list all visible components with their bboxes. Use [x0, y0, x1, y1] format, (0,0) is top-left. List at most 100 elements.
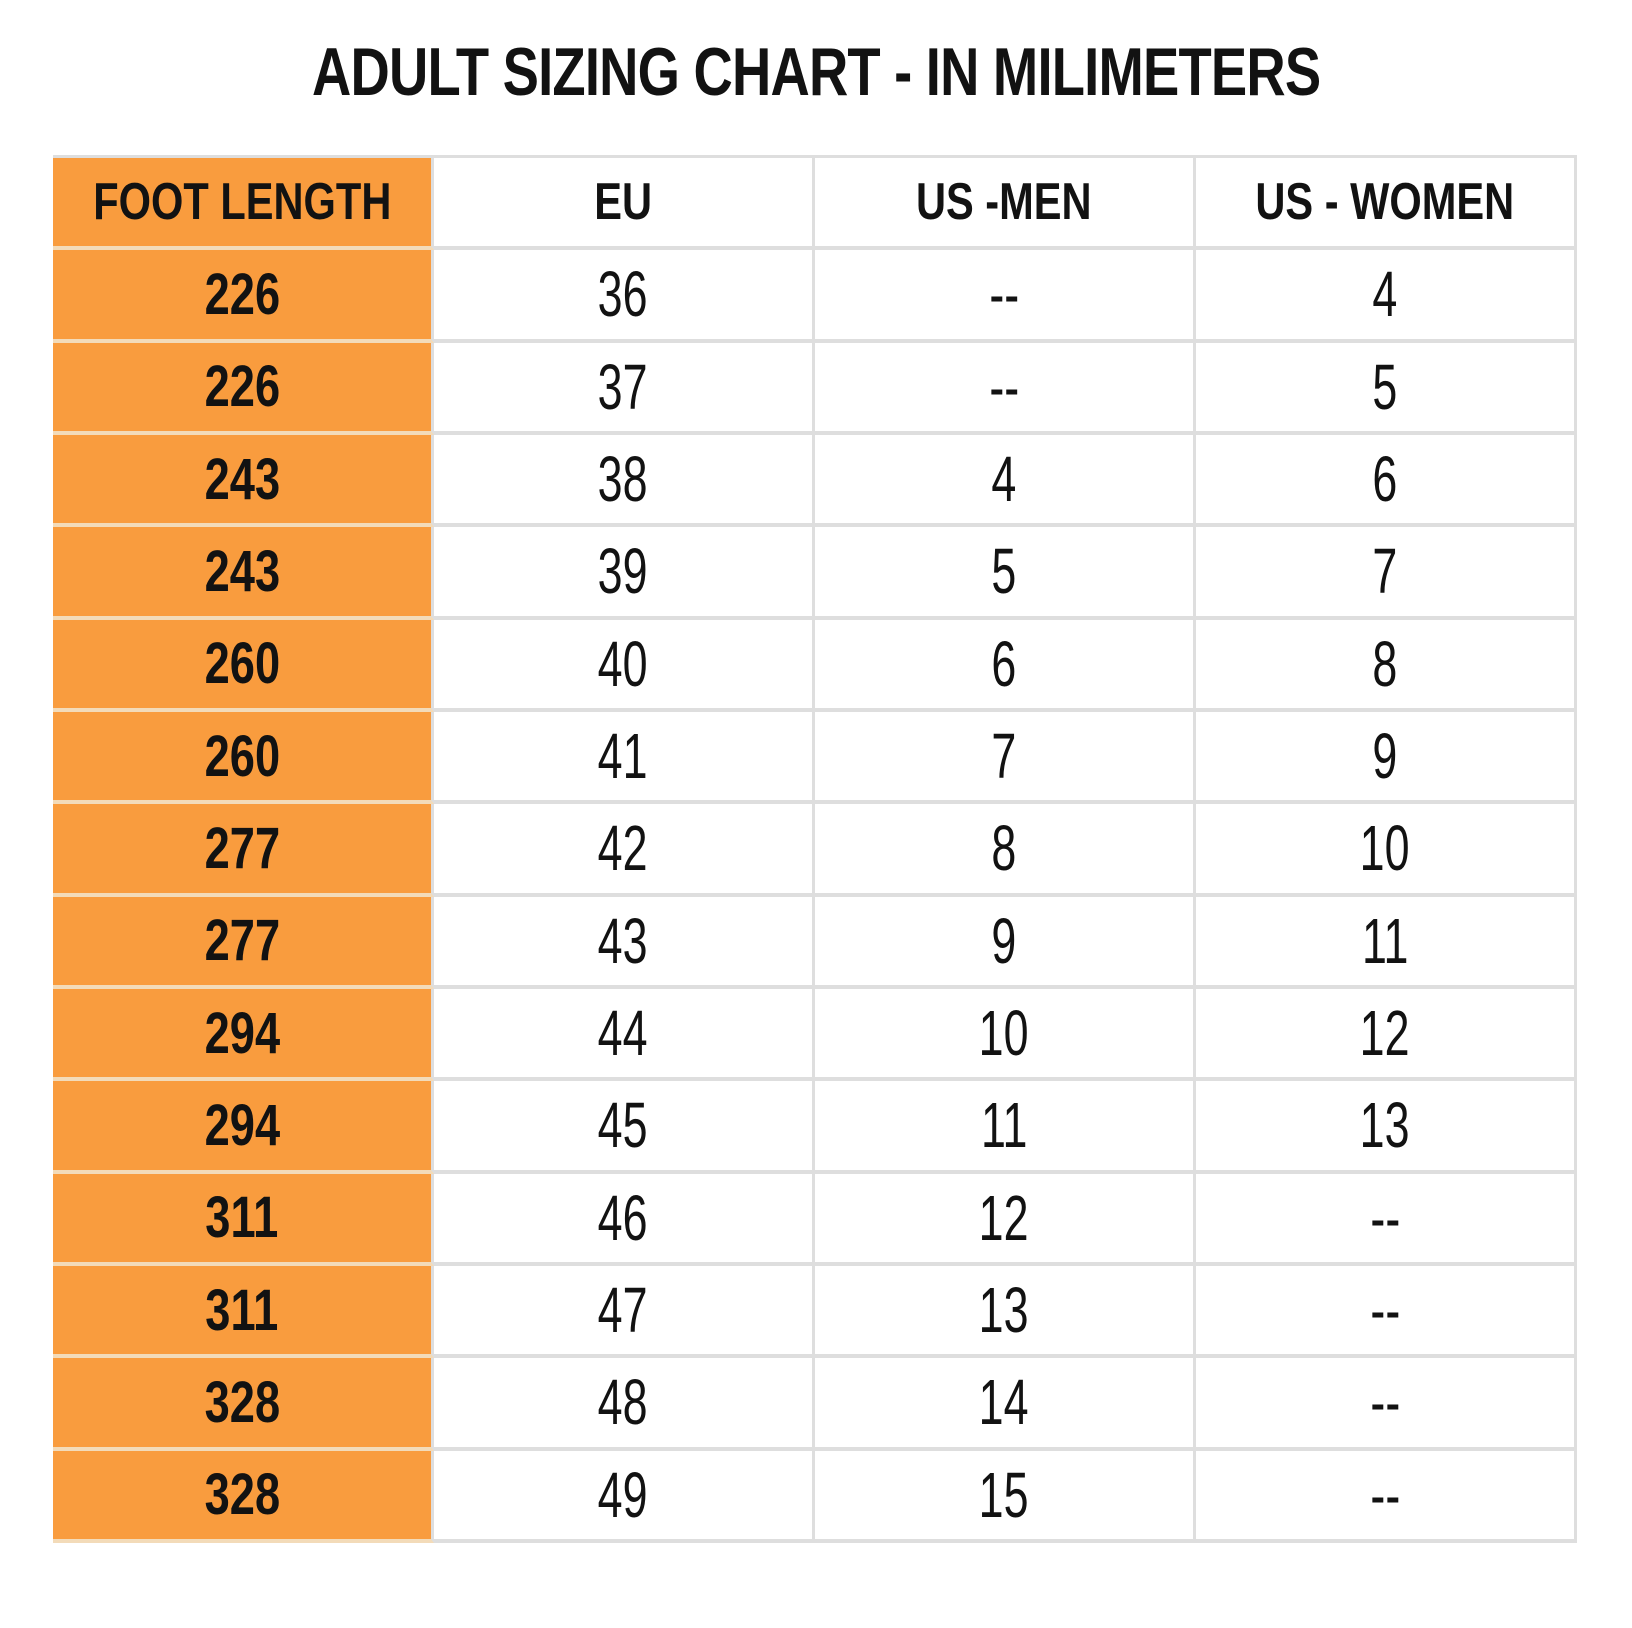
cell-value: 277 [204, 908, 280, 974]
cell-us-men: 14 [815, 1358, 1196, 1451]
cell-value: 10 [979, 997, 1029, 1070]
cell-us-men: 8 [815, 804, 1196, 897]
cell-us-men: 15 [815, 1450, 1196, 1543]
cell-us-women: 11 [1196, 896, 1577, 989]
cell-value: 226 [204, 261, 280, 327]
header-cell-foot-length: FOOT LENGTH [53, 158, 434, 251]
cell-value: 5 [1372, 350, 1398, 423]
sizing-table: FOOT LENGTH EU US -MEN US - WOMEN 226 36 -… [53, 155, 1577, 1543]
cell-value: 4 [1372, 258, 1398, 331]
cell-value: -- [1370, 1181, 1400, 1254]
header-cell-us-men: US -MEN [815, 158, 1196, 251]
cell-value: 12 [1360, 997, 1410, 1070]
table-row: 260 41 7 9 [53, 711, 1577, 805]
cell-eu: 41 [434, 711, 815, 805]
table-row: 294 45 11 13 [53, 1081, 1577, 1174]
page-title: ADULT SIZING CHART - IN MILIMETERS [0, 38, 1632, 106]
table-row: 226 37 -- 5 [53, 342, 1577, 435]
cell-value: 260 [204, 723, 280, 789]
cell-us-men: 12 [815, 1173, 1196, 1266]
cell-value: 328 [204, 1369, 280, 1435]
cell-value: 226 [204, 354, 280, 420]
cell-foot-length: 328 [53, 1358, 434, 1451]
cell-value: 39 [598, 535, 648, 608]
cell-value: 9 [1372, 720, 1398, 793]
cell-value: 5 [991, 535, 1017, 608]
cell-us-men: 10 [815, 988, 1196, 1082]
cell-us-women: -- [1196, 1450, 1577, 1543]
cell-us-men: 6 [815, 619, 1196, 712]
table-row: 311 46 12 -- [53, 1173, 1577, 1266]
cell-us-women: 13 [1196, 1081, 1577, 1174]
cell-value: 6 [1372, 443, 1398, 516]
cell-value: -- [1370, 1458, 1400, 1531]
header-label: US - WOMEN [1255, 173, 1515, 232]
cell-value: -- [1370, 1366, 1400, 1439]
cell-eu: 37 [434, 342, 815, 435]
cell-value: 10 [1360, 812, 1410, 885]
cell-us-women: 9 [1196, 711, 1577, 805]
cell-eu: 38 [434, 434, 815, 528]
cell-eu: 44 [434, 988, 815, 1082]
cell-value: 11 [1361, 904, 1409, 977]
cell-us-men: 9 [815, 896, 1196, 989]
cell-value: -- [989, 350, 1019, 423]
cell-foot-length: 260 [53, 711, 434, 805]
cell-foot-length: 294 [53, 988, 434, 1082]
table-row: 328 48 14 -- [53, 1358, 1577, 1451]
cell-value: 13 [979, 1274, 1029, 1347]
cell-value: 4 [991, 443, 1017, 516]
table-row: 243 39 5 7 [53, 527, 1577, 620]
cell-value: 311 [205, 1185, 279, 1251]
cell-value: 328 [204, 1462, 280, 1528]
cell-value: 14 [979, 1366, 1029, 1439]
cell-us-women: 8 [1196, 619, 1577, 712]
cell-foot-length: 277 [53, 896, 434, 989]
cell-us-women: -- [1196, 1173, 1577, 1266]
cell-eu: 47 [434, 1265, 815, 1359]
cell-value: -- [1370, 1274, 1400, 1347]
cell-value: 48 [598, 1366, 648, 1439]
table-row: 277 42 8 10 [53, 804, 1577, 897]
cell-foot-length: 277 [53, 804, 434, 897]
cell-foot-length: 328 [53, 1450, 434, 1543]
cell-eu: 39 [434, 527, 815, 620]
header-label: US -MEN [916, 173, 1092, 232]
cell-us-women: 4 [1196, 250, 1577, 343]
cell-foot-length: 294 [53, 1081, 434, 1174]
table-row: 294 44 10 12 [53, 988, 1577, 1082]
cell-value: 41 [598, 720, 648, 793]
cell-eu: 43 [434, 896, 815, 989]
cell-value: 260 [204, 631, 280, 697]
table-row: 311 47 13 -- [53, 1265, 1577, 1359]
cell-us-men: 7 [815, 711, 1196, 805]
cell-value: 37 [598, 350, 648, 423]
cell-value: 277 [204, 815, 280, 881]
cell-value: 36 [598, 258, 648, 331]
cell-value: 49 [598, 1458, 648, 1531]
cell-us-men: -- [815, 250, 1196, 343]
cell-us-women: 5 [1196, 342, 1577, 435]
cell-value: 6 [991, 627, 1017, 700]
header-cell-us-women: US - WOMEN [1196, 158, 1577, 251]
cell-foot-length: 311 [53, 1173, 434, 1266]
cell-us-men: 13 [815, 1265, 1196, 1359]
cell-eu: 49 [434, 1450, 815, 1543]
cell-foot-length: 243 [53, 527, 434, 620]
cell-value: 43 [598, 904, 648, 977]
cell-foot-length: 260 [53, 619, 434, 712]
cell-value: 44 [598, 997, 648, 1070]
cell-eu: 40 [434, 619, 815, 712]
cell-us-men: 4 [815, 434, 1196, 528]
cell-foot-length: 243 [53, 434, 434, 528]
cell-value: 40 [598, 627, 648, 700]
cell-foot-length: 311 [53, 1265, 434, 1359]
header-label: FOOT LENGTH [92, 173, 392, 232]
cell-value: 243 [204, 446, 280, 512]
cell-value: 42 [598, 812, 648, 885]
cell-value: 13 [1360, 1089, 1410, 1162]
cell-value: 38 [598, 443, 648, 516]
cell-value: 9 [991, 904, 1017, 977]
cell-us-men: -- [815, 342, 1196, 435]
